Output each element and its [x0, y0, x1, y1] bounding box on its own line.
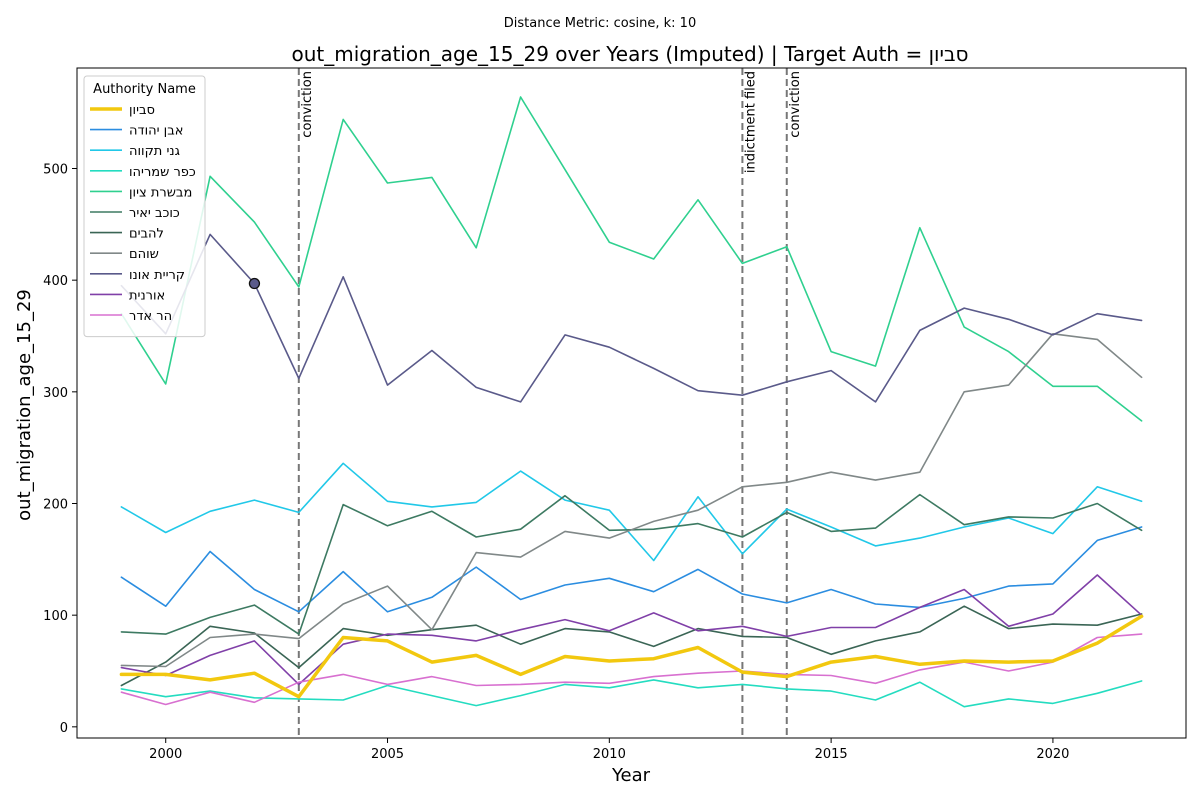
- y-tick-label-500: 500: [43, 163, 68, 178]
- y-tick-label-300: 300: [43, 386, 68, 401]
- legend-label-0: סביון: [129, 103, 155, 118]
- event-label-2: conviction: [788, 71, 803, 138]
- series-line-0: [119, 614, 1144, 699]
- chart-title: out_migration_age_15_29 over Years (Impu…: [291, 42, 968, 66]
- highlight-marker: [248, 277, 261, 290]
- legend-label-7: שוהם: [129, 247, 159, 262]
- event-label-1: indictment filed: [743, 71, 758, 173]
- x-tick-label-2005: 2005: [371, 747, 404, 762]
- y-axis-title: out_migration_age_15_29: [14, 289, 35, 521]
- axes-frame: [76, 67, 1187, 739]
- chart-subtitle: Distance Metric: cosine, k: 10: [504, 16, 696, 31]
- series-line-8: [120, 233, 1143, 403]
- x-axis: 2000 2005 2010 2015 2020: [149, 738, 1069, 762]
- series-line-6: [120, 605, 1143, 687]
- x-tick-label-2000: 2000: [149, 747, 182, 762]
- legend-label-8: קריית אונו: [129, 268, 185, 283]
- y-axis: 0 100 200 300 400 500: [43, 163, 77, 736]
- legend-label-3: כפר שמריהו: [129, 165, 196, 180]
- x-tick-label-2010: 2010: [593, 747, 626, 762]
- legend: Authority Name סביון אבן יהודה גני תקווה כפר…: [83, 75, 206, 338]
- y-tick-label-400: 400: [43, 274, 68, 289]
- legend-label-10: הר אדר: [129, 309, 172, 324]
- legend-label-2: גני תקווה: [129, 144, 180, 159]
- series-line-9: [120, 574, 1143, 686]
- series-line-10: [120, 633, 1143, 706]
- x-axis-title: Year: [611, 765, 651, 786]
- legend-label-5: כוכב יאיר: [129, 206, 180, 221]
- legend-label-4: מבשרת ציון: [129, 185, 192, 200]
- series-line-5: [120, 493, 1143, 635]
- y-tick-label-200: 200: [43, 498, 68, 513]
- series-line-4: [120, 96, 1143, 422]
- legend-title: Authority Name: [93, 82, 196, 97]
- legend-label-6: להבים: [129, 227, 164, 242]
- series-line-7: [120, 332, 1143, 668]
- event-label-0: conviction: [300, 71, 315, 138]
- series-line-3: [120, 679, 1143, 708]
- y-tick-label-0: 0: [60, 721, 68, 736]
- series-lines: [119, 96, 1144, 708]
- series-line-2: [120, 462, 1143, 562]
- x-tick-label-2020: 2020: [1036, 747, 1069, 762]
- series-line-1: [120, 526, 1143, 613]
- x-tick-label-2015: 2015: [815, 747, 848, 762]
- plot-area: conviction indictment filed conviction: [76, 67, 1187, 739]
- legend-box: [83, 75, 206, 338]
- legend-label-9: אורנית: [129, 288, 165, 303]
- y-tick-label-100: 100: [43, 609, 68, 624]
- legend-label-1: אבן יהודה: [129, 124, 183, 139]
